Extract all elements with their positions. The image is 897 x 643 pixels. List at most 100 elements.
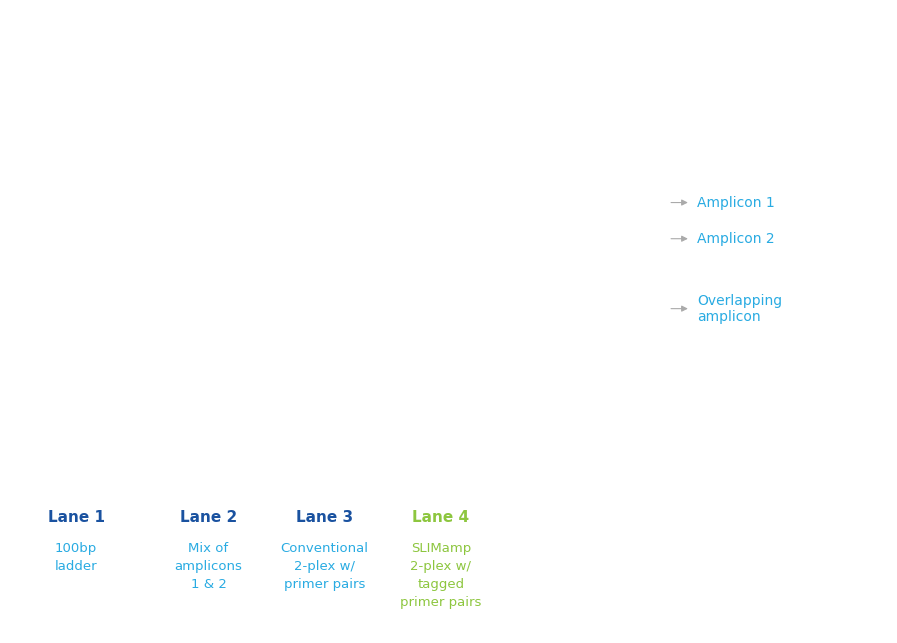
Ellipse shape — [173, 230, 243, 248]
Ellipse shape — [53, 51, 100, 55]
Ellipse shape — [180, 232, 237, 246]
Ellipse shape — [404, 20, 479, 57]
Ellipse shape — [43, 246, 109, 255]
Ellipse shape — [408, 231, 474, 247]
Ellipse shape — [45, 111, 108, 120]
Ellipse shape — [403, 229, 479, 248]
Ellipse shape — [31, 244, 121, 258]
Ellipse shape — [177, 231, 240, 247]
Ellipse shape — [40, 280, 111, 289]
Ellipse shape — [182, 195, 235, 210]
Ellipse shape — [39, 24, 113, 53]
Text: Amplicon 2: Amplicon 2 — [697, 231, 775, 246]
Ellipse shape — [33, 278, 119, 291]
Text: Overlapping
amplicon: Overlapping amplicon — [697, 294, 782, 323]
Ellipse shape — [47, 78, 106, 86]
Ellipse shape — [293, 296, 356, 321]
Ellipse shape — [177, 194, 239, 211]
Ellipse shape — [37, 76, 116, 87]
Ellipse shape — [416, 197, 466, 208]
Ellipse shape — [33, 336, 119, 349]
Ellipse shape — [180, 195, 237, 210]
Ellipse shape — [35, 143, 118, 156]
Ellipse shape — [39, 144, 113, 155]
Ellipse shape — [37, 211, 116, 222]
Text: 100bp
ladder: 100bp ladder — [55, 543, 98, 574]
Ellipse shape — [53, 80, 100, 84]
Ellipse shape — [31, 143, 121, 156]
Ellipse shape — [43, 212, 109, 222]
Ellipse shape — [35, 336, 118, 349]
Ellipse shape — [298, 298, 352, 319]
Ellipse shape — [41, 26, 110, 51]
Ellipse shape — [415, 233, 467, 244]
Ellipse shape — [300, 300, 350, 318]
Ellipse shape — [33, 177, 119, 190]
Text: Amplicon 1: Amplicon 1 — [697, 195, 775, 210]
Ellipse shape — [53, 249, 100, 253]
Ellipse shape — [183, 196, 233, 209]
Ellipse shape — [39, 279, 113, 290]
Ellipse shape — [37, 110, 116, 122]
Ellipse shape — [282, 14, 368, 64]
Ellipse shape — [279, 12, 370, 65]
Ellipse shape — [43, 77, 109, 87]
Ellipse shape — [35, 278, 118, 291]
Ellipse shape — [181, 32, 236, 46]
Ellipse shape — [39, 178, 113, 188]
Ellipse shape — [33, 307, 119, 320]
Ellipse shape — [53, 114, 100, 118]
Ellipse shape — [189, 237, 228, 241]
Ellipse shape — [306, 305, 344, 312]
Ellipse shape — [31, 307, 121, 320]
Ellipse shape — [40, 246, 111, 256]
Ellipse shape — [31, 210, 121, 224]
Ellipse shape — [53, 341, 100, 344]
Ellipse shape — [175, 230, 242, 247]
Ellipse shape — [33, 109, 119, 122]
Ellipse shape — [405, 230, 477, 248]
Ellipse shape — [169, 18, 248, 59]
Ellipse shape — [37, 337, 116, 349]
Ellipse shape — [410, 231, 472, 246]
Ellipse shape — [37, 245, 116, 257]
Ellipse shape — [185, 197, 232, 208]
Ellipse shape — [35, 23, 118, 55]
Ellipse shape — [403, 192, 479, 213]
Ellipse shape — [39, 308, 113, 319]
Ellipse shape — [33, 143, 119, 156]
Ellipse shape — [170, 20, 246, 57]
Ellipse shape — [187, 197, 231, 208]
Ellipse shape — [53, 283, 100, 286]
Ellipse shape — [37, 177, 116, 189]
Ellipse shape — [47, 112, 106, 120]
Text: Lane 4: Lane 4 — [413, 510, 469, 525]
Ellipse shape — [44, 26, 109, 51]
Ellipse shape — [174, 193, 243, 212]
Ellipse shape — [43, 145, 109, 154]
Ellipse shape — [35, 177, 118, 190]
Ellipse shape — [277, 10, 372, 67]
Ellipse shape — [157, 10, 260, 67]
Ellipse shape — [190, 200, 227, 205]
Text: Lane 3: Lane 3 — [296, 510, 353, 525]
Ellipse shape — [29, 19, 124, 58]
Ellipse shape — [387, 9, 495, 68]
Ellipse shape — [159, 12, 258, 65]
Ellipse shape — [45, 48, 108, 59]
Ellipse shape — [31, 75, 121, 89]
Ellipse shape — [401, 229, 481, 249]
Ellipse shape — [301, 300, 348, 317]
Ellipse shape — [31, 109, 121, 123]
Ellipse shape — [398, 17, 483, 60]
Ellipse shape — [405, 193, 477, 212]
Ellipse shape — [407, 194, 475, 211]
Ellipse shape — [421, 237, 461, 241]
Ellipse shape — [30, 20, 121, 57]
Ellipse shape — [40, 77, 111, 87]
Ellipse shape — [406, 194, 476, 212]
Ellipse shape — [394, 14, 488, 64]
Ellipse shape — [283, 15, 366, 62]
Ellipse shape — [37, 279, 116, 291]
Ellipse shape — [43, 47, 109, 59]
